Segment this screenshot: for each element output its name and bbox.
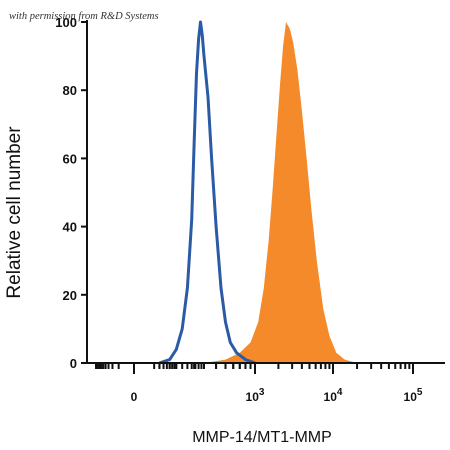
x-tick-label: 103	[246, 387, 265, 404]
y-tick-label: 20	[63, 288, 77, 303]
y-tick-label: 80	[63, 83, 77, 98]
x-tick-label: 0	[131, 390, 138, 404]
x-tick-label: 104	[324, 387, 343, 404]
watermark-text: with permission from R&D Systems	[9, 11, 159, 22]
y-tick-label: 100	[55, 15, 77, 30]
axes	[81, 20, 445, 374]
y-tick-label: 60	[63, 151, 77, 166]
y-tick-label: 40	[63, 220, 77, 235]
histogram-outline-series	[158, 20, 256, 365]
histogram-filled-series	[204, 22, 358, 363]
y-axis-label: Relative cell number	[4, 126, 25, 299]
plot-area	[158, 20, 358, 365]
tick-labels: 0 20 40 60 80 100 0 103 104 105	[55, 15, 423, 404]
x-tick-label: 105	[404, 387, 423, 404]
y-tick-label: 0	[70, 356, 77, 371]
x-axis-label: MMP-14/MT1-MMP	[192, 429, 332, 446]
